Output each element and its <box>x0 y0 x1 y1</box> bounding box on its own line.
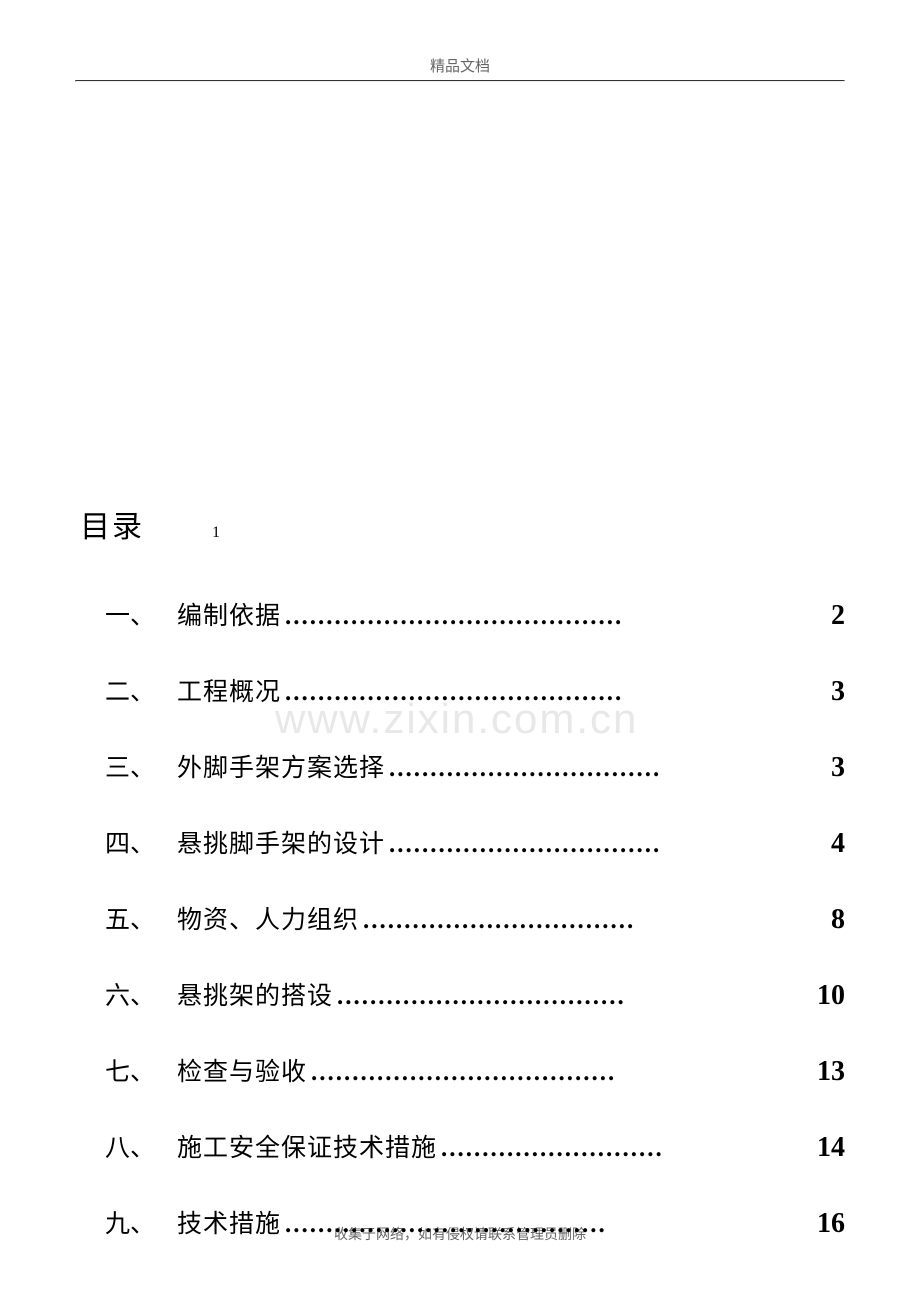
toc-entry-page: 10 <box>817 980 845 1012</box>
toc-entry: 二、 工程概况 ................................… <box>105 672 845 708</box>
toc-entry-page: 8 <box>831 904 845 936</box>
toc-entry-num: 七、 <box>105 1052 167 1088</box>
toc-entry-num: 八、 <box>105 1128 167 1164</box>
header-divider <box>75 80 845 82</box>
toc-entry-dots: ................................. <box>389 755 829 783</box>
toc-entry-page: 2 <box>831 600 845 632</box>
header-text: 精品文档 <box>75 55 845 76</box>
toc-entry-num: 四、 <box>105 824 167 860</box>
toc-entry: 五、 物资、人力组织 .............................… <box>105 900 845 936</box>
toc-entry-page: 3 <box>831 752 845 784</box>
toc-entry: 四、 悬挑脚手架的设计 ............................… <box>105 824 845 860</box>
toc-entry: 六、 悬挑架的搭设 ..............................… <box>105 976 845 1012</box>
document-page: 精品文档 www.zixin.com.cn 目录 1 一、 编制依据 .....… <box>0 0 920 1302</box>
toc-entry-num: 九、 <box>105 1204 167 1240</box>
toc-entry: 八、 施工安全保证技术措施 ..........................… <box>105 1128 845 1164</box>
toc-entry-page: 4 <box>831 828 845 860</box>
toc-entry-num: 五、 <box>105 900 167 936</box>
content-layer: 精品文档 www.zixin.com.cn 目录 1 一、 编制依据 .....… <box>75 55 845 1240</box>
toc-entry-label: 编制依据 <box>177 596 281 632</box>
toc-entry-dots: ........................... <box>441 1135 815 1163</box>
toc-entry-label: 技术措施 <box>177 1204 281 1240</box>
toc-entry-dots: ........................................… <box>285 603 829 631</box>
toc-entry-page: 13 <box>817 1056 845 1088</box>
toc-entry-num: 一、 <box>105 596 167 632</box>
toc-entry-label: 工程概况 <box>177 672 281 708</box>
toc-entry-dots: ........................................… <box>285 679 829 707</box>
toc-entry-label: 施工安全保证技术措施 <box>177 1128 437 1164</box>
toc-entry-dots: ....................................... <box>285 1211 815 1239</box>
toc-entry-dots: ..................................... <box>311 1059 815 1087</box>
toc-entry-num: 二、 <box>105 672 167 708</box>
toc-entry-dots: ................................. <box>363 907 829 935</box>
toc-entry: 七、 检查与验收 ...............................… <box>105 1052 845 1088</box>
toc-entry-label: 悬挑脚手架的设计 <box>177 824 385 860</box>
toc-entry: 一、 编制依据 ................................… <box>105 596 845 632</box>
toc-title: 目录 <box>80 502 144 546</box>
toc-entry-label: 悬挑架的搭设 <box>177 976 333 1012</box>
toc-entry-label: 物资、人力组织 <box>177 900 359 936</box>
toc-entry: 九、 技术措施 ................................… <box>105 1204 845 1240</box>
toc-entry-page: 16 <box>817 1208 845 1240</box>
toc-entry-label: 检查与验收 <box>177 1052 307 1088</box>
toc-entry-page: 3 <box>831 676 845 708</box>
toc-entry-num: 三、 <box>105 748 167 784</box>
toc-entry-dots: ................................... <box>337 983 815 1011</box>
toc-entries: 一、 编制依据 ................................… <box>75 596 845 1240</box>
toc-entry-num: 六、 <box>105 976 167 1012</box>
toc-entry-label: 外脚手架方案选择 <box>177 748 385 784</box>
toc-entry-page: 14 <box>817 1132 845 1164</box>
toc-entry-dots: ................................. <box>389 831 829 859</box>
toc-title-page: 1 <box>212 524 220 542</box>
toc-title-row: 目录 1 <box>75 502 845 546</box>
toc-entry: 三、 外脚手架方案选择 ............................… <box>105 748 845 784</box>
